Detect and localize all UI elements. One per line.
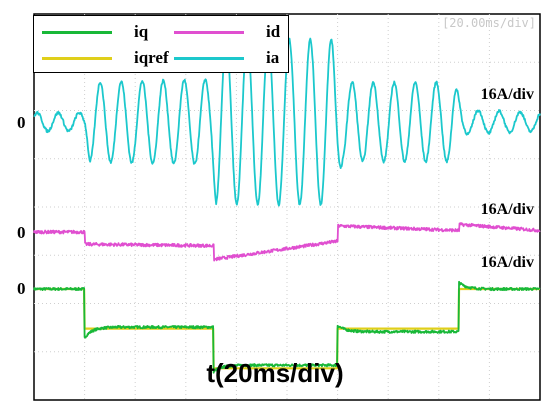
legend: iq id iqref ia [33, 15, 289, 73]
trace-id [33, 222, 541, 262]
trace-iq [33, 280, 541, 374]
id-scale-label: 16A/div [480, 201, 534, 218]
legend-label-iq: iq [134, 22, 149, 41]
iq-scale-label: 16A/div [480, 254, 534, 271]
legend-item-iq: iq [42, 20, 148, 44]
trace-iqref [33, 287, 541, 370]
id-zero-label: 0 [17, 223, 26, 242]
traces [33, 37, 541, 374]
legend-swatch-iq [42, 30, 112, 34]
ia-zero-label: 0 [17, 113, 26, 132]
legend-item-ia: ia [174, 46, 279, 70]
legend-label-ia: ia [266, 48, 280, 67]
legend-label-id: id [266, 22, 281, 41]
legend-swatch-ia [174, 56, 244, 60]
legend-swatch-iqref [42, 56, 112, 60]
ia-scale-label: 16A/div [480, 86, 534, 103]
timebase-readout: [20.00ms/div] [442, 16, 536, 30]
x-axis-label: t(20ms/div) [206, 358, 344, 388]
legend-label-iqref: iqref [134, 48, 169, 67]
iq-zero-label: 0 [17, 279, 26, 298]
legend-swatch-id [174, 30, 244, 34]
legend-item-id: id [174, 20, 280, 44]
grid [34, 14, 540, 400]
legend-item-iqref: iqref [42, 46, 169, 70]
